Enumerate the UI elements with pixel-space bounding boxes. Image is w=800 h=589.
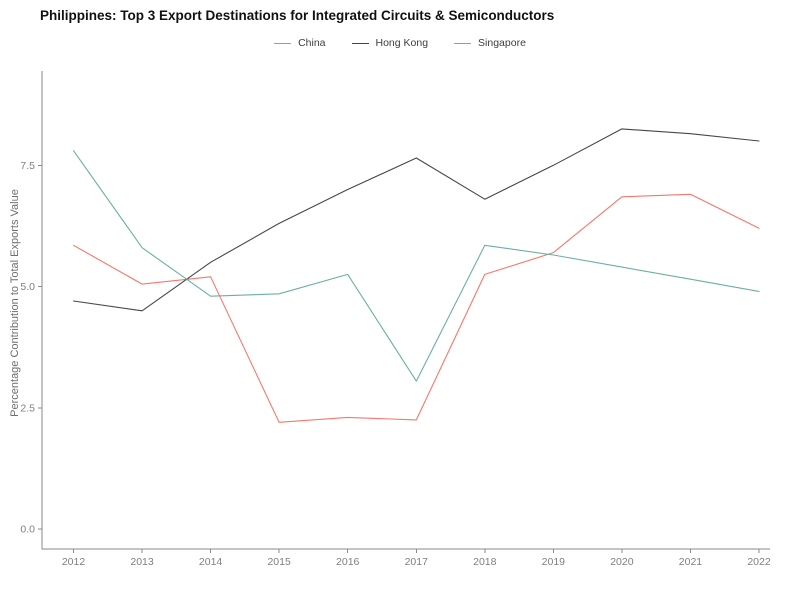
legend-line-swatch-hong-kong xyxy=(351,42,369,44)
legend: China Hong Kong Singapore xyxy=(0,37,800,49)
x-tick-label: 2017 xyxy=(405,556,429,568)
x-tick-label: 2020 xyxy=(610,556,634,568)
y-tick-label: 0.0 xyxy=(20,524,35,536)
legend-line-swatch-china xyxy=(274,42,292,44)
x-tick-label: 2012 xyxy=(62,556,86,568)
x-tick-label: 2014 xyxy=(199,556,223,568)
line-series-china xyxy=(72,193,760,423)
legend-item-singapore: Singapore xyxy=(454,37,526,49)
x-tick-label: 2016 xyxy=(336,556,360,568)
y-tick-label: 2.5 xyxy=(20,402,35,414)
legend-item-hong-kong: Hong Kong xyxy=(351,37,429,49)
legend-label-china: China xyxy=(298,37,326,49)
legend-line-swatch-singapore xyxy=(454,42,472,44)
legend-item-china: China xyxy=(274,37,326,49)
x-tick-label: 2013 xyxy=(130,556,154,568)
y-tick-label: 7.5 xyxy=(20,160,35,172)
legend-label-singapore: Singapore xyxy=(478,37,526,49)
y-tick-label: 5.0 xyxy=(20,281,35,293)
line-series-hong-kong xyxy=(72,128,760,312)
line-series-singapore xyxy=(72,150,760,382)
chart-title: Philippines: Top 3 Export Destinations f… xyxy=(40,8,555,23)
x-tick-label: 2019 xyxy=(542,556,566,568)
legend-label-hong-kong: Hong Kong xyxy=(375,37,429,49)
x-tick-label: 2015 xyxy=(267,556,291,568)
x-tick-label: 2022 xyxy=(747,556,771,568)
x-tick-label: 2021 xyxy=(679,556,703,568)
x-tick-label: 2018 xyxy=(473,556,497,568)
